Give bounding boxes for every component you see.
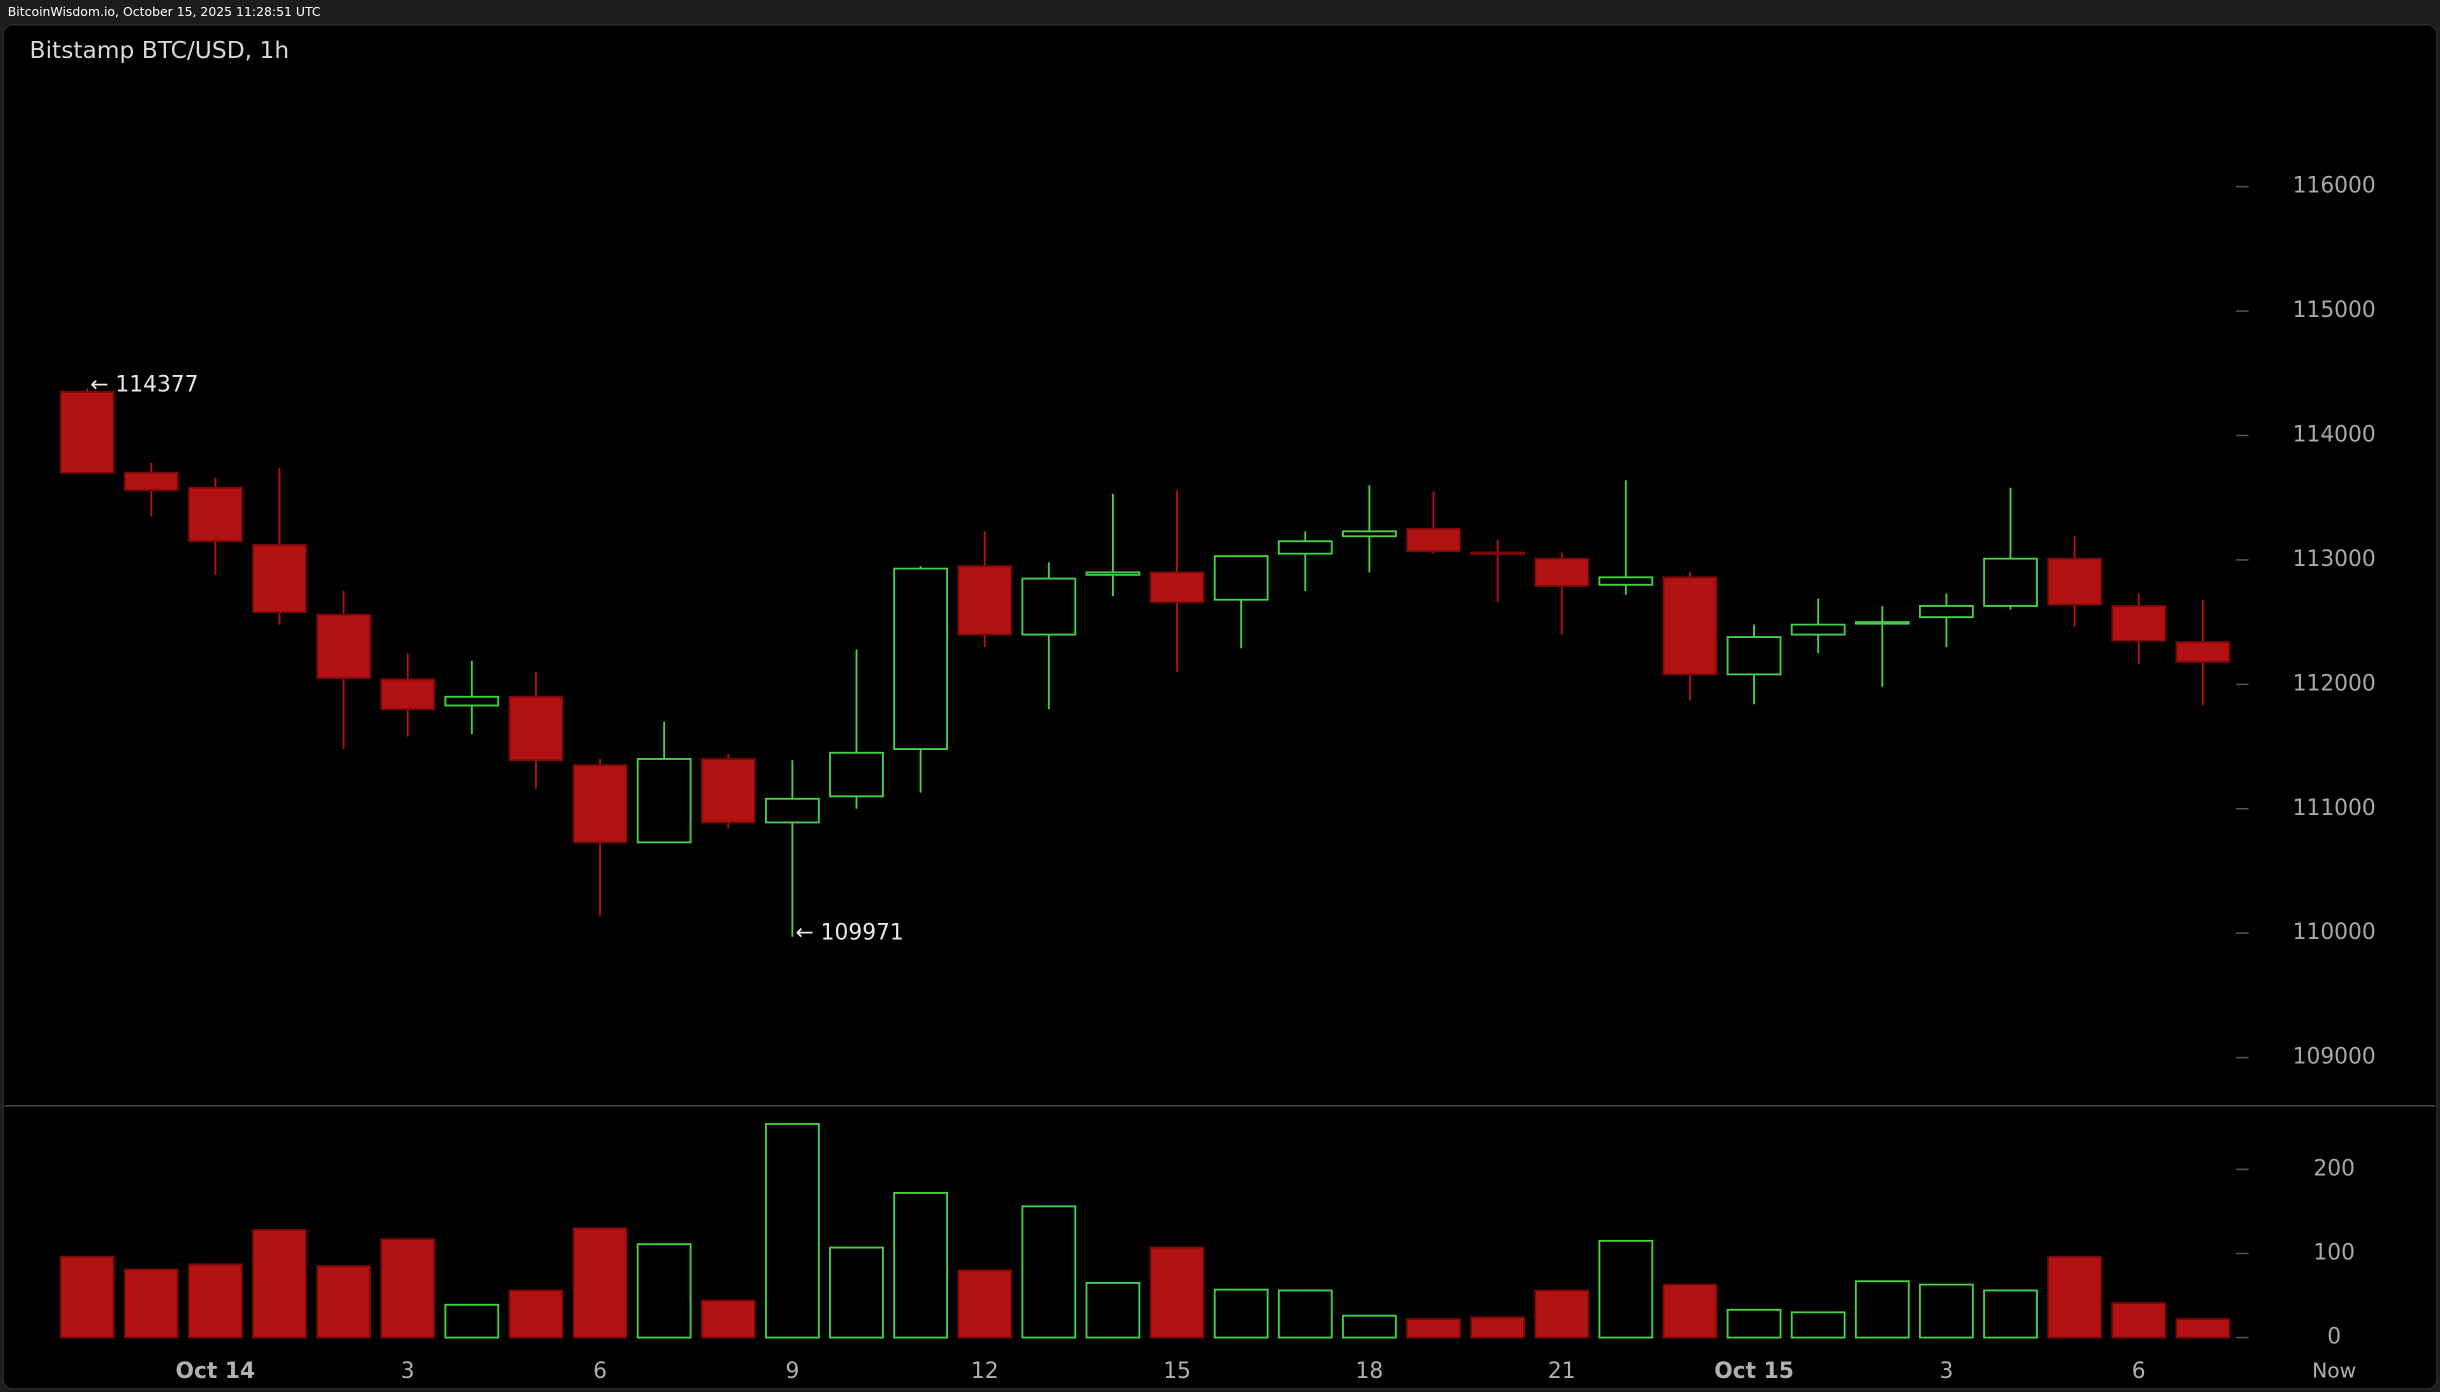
volume-bar: [1021, 1205, 1077, 1339]
volume-bar: [316, 1265, 371, 1339]
extreme-annotation: ← 114377: [90, 372, 198, 397]
volume-bar: [1085, 1281, 1141, 1339]
volume-bar: [1983, 1289, 2038, 1339]
volume-bar: [1726, 1308, 1782, 1339]
volume-bar: [1213, 1288, 1269, 1339]
candle-body: [636, 758, 692, 844]
volume-bar: [1470, 1316, 1526, 1339]
volume-bar: [700, 1299, 756, 1339]
candle-body: [1662, 576, 1718, 676]
x-tick-label: 18: [1356, 1359, 1384, 1384]
x-tick-label: 3: [401, 1359, 415, 1384]
y-tick-label: 110000: [2293, 920, 2376, 945]
volume-bar: [252, 1228, 307, 1339]
x-tick-label: Oct 15: [1714, 1359, 1794, 1384]
y-tick-label: 113000: [2293, 547, 2376, 572]
candle-body: [1854, 621, 1910, 625]
candle-body: [316, 613, 371, 680]
x-tick-label: 6: [593, 1359, 607, 1384]
volume-tick-label: 0: [2327, 1325, 2341, 1350]
y-tick-label: 112000: [2293, 671, 2376, 696]
candle-body: [1149, 571, 1205, 604]
x-tick-label: Oct 14: [176, 1359, 256, 1384]
chart-panel: [2, 24, 2438, 1390]
y-tick-label: 109000: [2293, 1045, 2376, 1070]
candle-body: [187, 486, 243, 543]
candle-body: [2111, 605, 2167, 642]
volume-bar: [1149, 1246, 1205, 1339]
candle-body: [1342, 530, 1397, 538]
candle-body: [893, 567, 948, 750]
candle-body: [59, 391, 115, 474]
candle-body: [2175, 641, 2231, 663]
candle-body: [380, 678, 436, 711]
volume-bar: [380, 1238, 436, 1339]
candle-body: [1598, 576, 1654, 586]
candle-body: [1085, 571, 1141, 576]
volume-tick-label: 200: [2313, 1156, 2355, 1181]
candle-body: [572, 764, 628, 844]
volume-bar: [1534, 1289, 1590, 1339]
chart-title: Bitstamp BTC/USD, 1h: [30, 36, 290, 64]
volume-bar: [636, 1243, 692, 1339]
volume-bar: [187, 1263, 243, 1339]
candle-body: [1021, 577, 1077, 636]
extreme-annotation: ← 109971: [795, 921, 903, 946]
volume-bar: [444, 1303, 500, 1339]
x-end-label: Now: [2312, 1358, 2356, 1382]
candle-body: [252, 544, 307, 614]
volume-bar: [2111, 1302, 2167, 1339]
volume-bar: [2175, 1318, 2231, 1339]
y-tick-label: 114000: [2293, 422, 2376, 447]
candle-body: [1213, 555, 1269, 601]
volume-bar: [764, 1123, 820, 1339]
volume-bar: [59, 1255, 115, 1339]
volume-bar: [1919, 1283, 1974, 1339]
x-tick-label: 3: [1939, 1359, 1953, 1384]
volume-bar: [1342, 1314, 1397, 1339]
candle-body: [1534, 557, 1590, 587]
volume-bar: [1790, 1311, 1846, 1339]
volume-bar: [508, 1289, 564, 1339]
x-tick-label: 15: [1163, 1359, 1191, 1384]
volume-bar: [1406, 1318, 1461, 1339]
volume-bar: [829, 1246, 884, 1339]
volume-bar: [572, 1227, 628, 1339]
candle-body: [1406, 527, 1461, 553]
x-tick-label: 12: [971, 1359, 999, 1384]
candle-body: [1726, 636, 1782, 676]
volume-bar: [1598, 1239, 1654, 1339]
volume-bar: [2047, 1255, 2103, 1339]
candle-body: [2047, 557, 2103, 606]
volume-bar: [123, 1268, 179, 1339]
volume-bar: [1662, 1283, 1718, 1339]
candle-body: [1919, 605, 1974, 619]
candle-body: [444, 695, 500, 707]
header-text: BitcoinWisdom.io, October 15, 2025 11:28…: [8, 4, 321, 19]
volume-tick-label: 100: [2313, 1240, 2355, 1265]
candle-body: [1277, 540, 1333, 555]
candle-body: [764, 797, 820, 824]
candle-body: [123, 471, 179, 492]
candle-body: [700, 758, 756, 824]
y-tick-label: 111000: [2293, 796, 2376, 821]
y-tick-label: 116000: [2293, 174, 2376, 199]
candle-body: [829, 751, 884, 798]
x-tick-label: 9: [785, 1359, 799, 1384]
candle-body: [1983, 557, 2038, 607]
candle-body: [1790, 623, 1846, 636]
candle-body: [1470, 551, 1526, 555]
volume-bar: [893, 1191, 948, 1339]
volume-bar: [1854, 1280, 1910, 1339]
y-tick-label: 115000: [2293, 298, 2376, 323]
x-tick-label: 6: [2132, 1359, 2146, 1384]
volume-bar: [957, 1269, 1013, 1339]
x-tick-label: 21: [1548, 1359, 1576, 1384]
candle-body: [957, 565, 1013, 636]
volume-bar: [1277, 1289, 1333, 1339]
candle-body: [508, 695, 564, 762]
